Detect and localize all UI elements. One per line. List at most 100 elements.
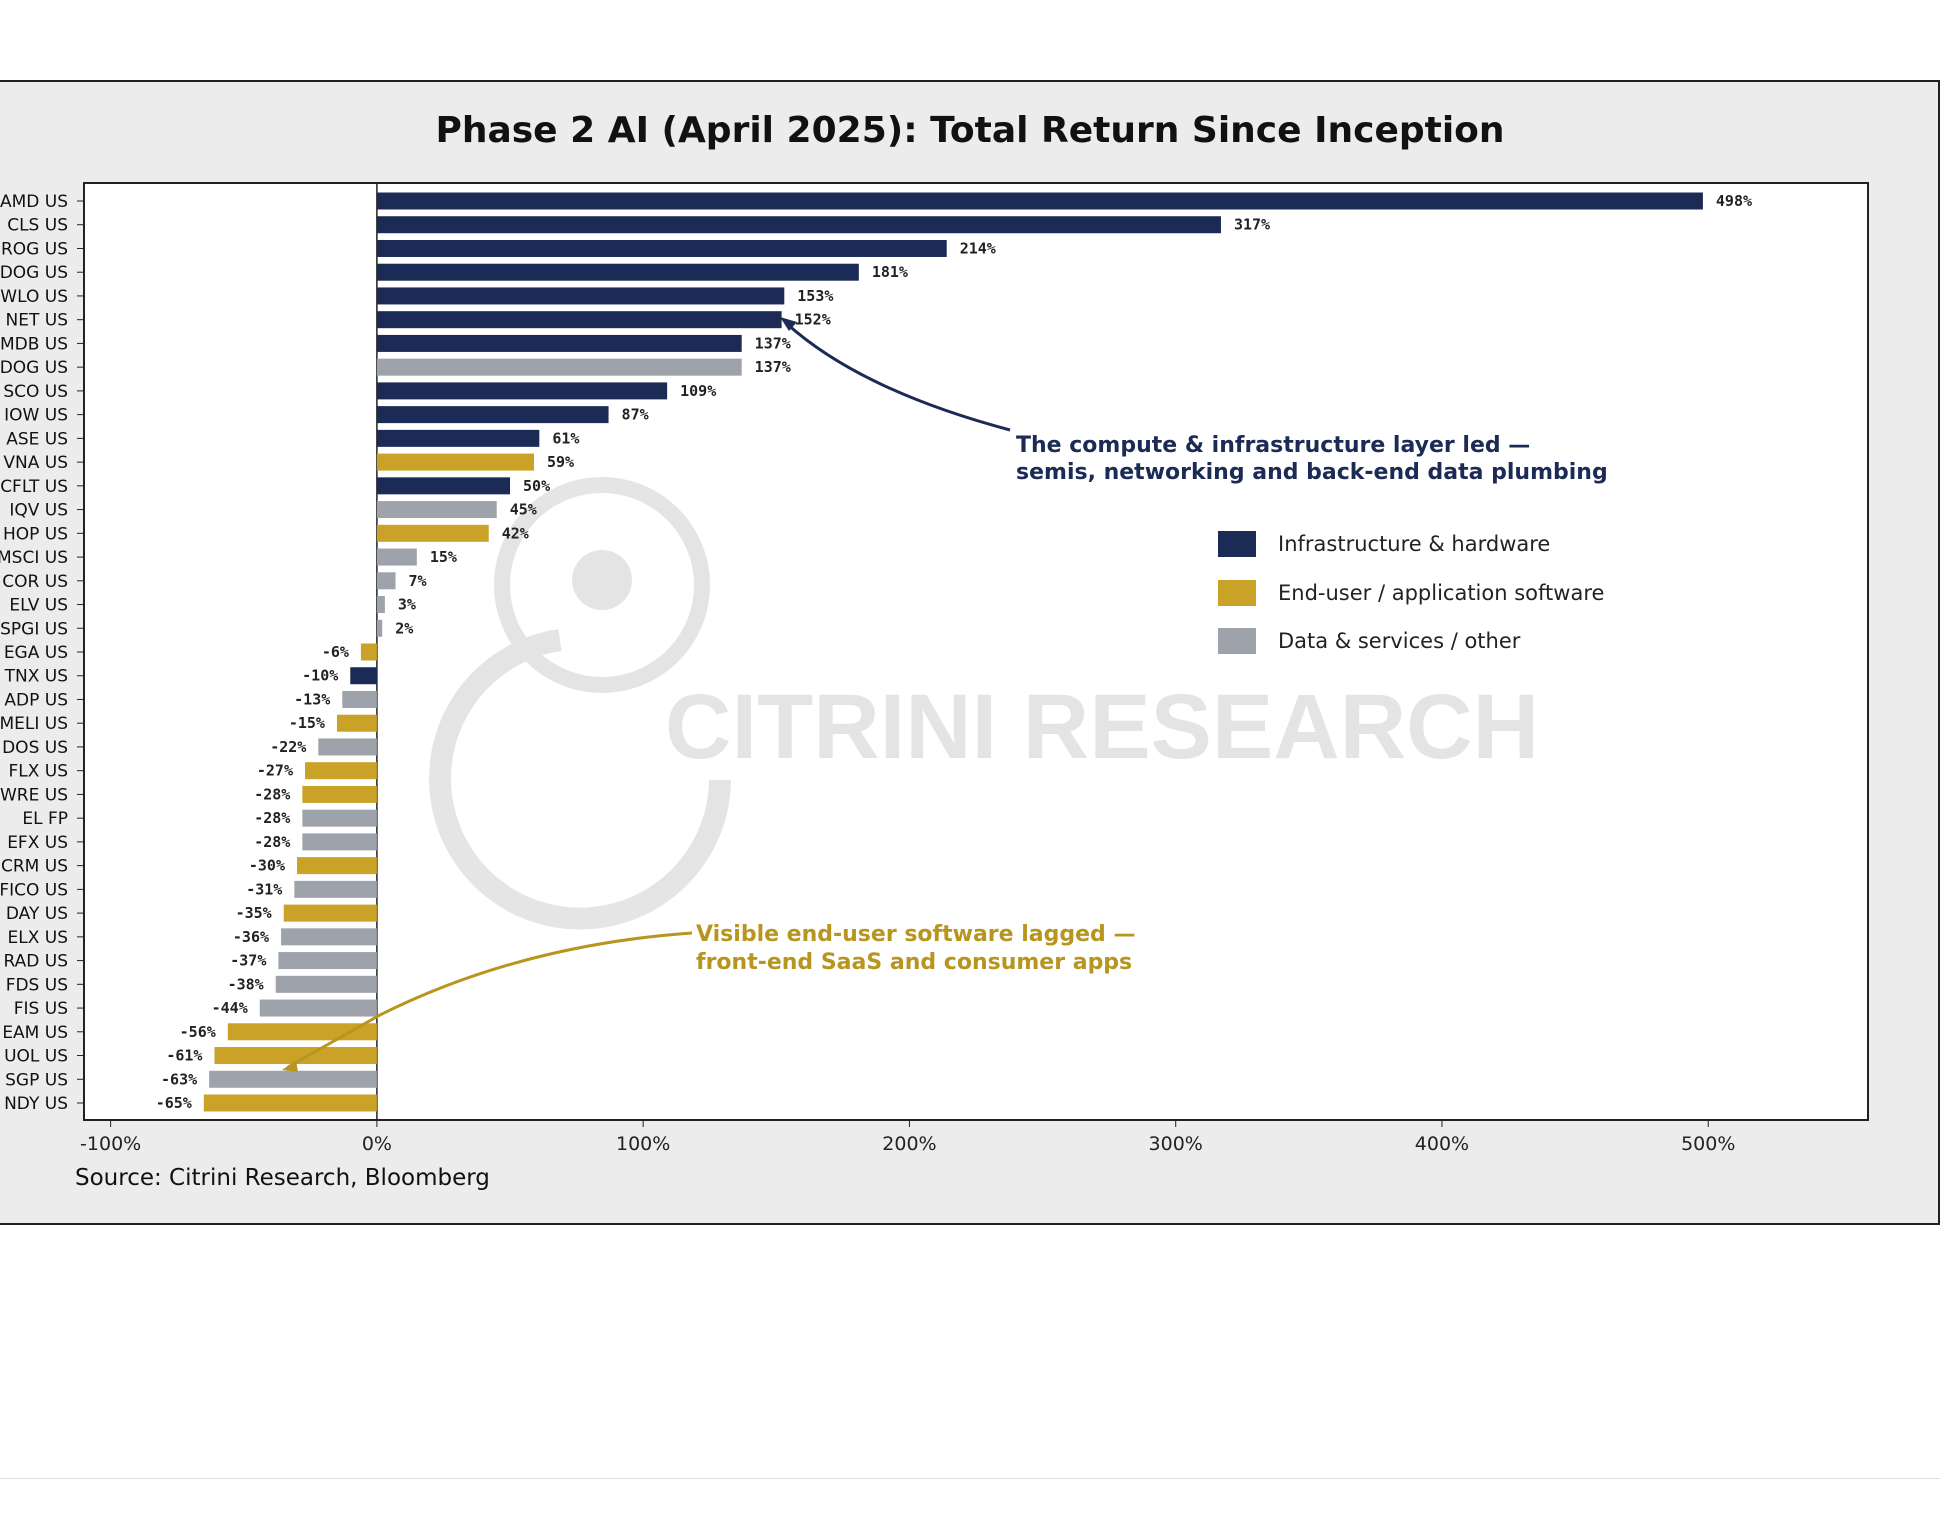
- bar: [376, 216, 1221, 234]
- category-label: FICO US: [0, 880, 68, 900]
- bar: [278, 952, 377, 970]
- bar: [376, 406, 609, 424]
- x-tick-label: 100%: [616, 1133, 670, 1155]
- category-label: VNA US: [3, 453, 68, 473]
- bar: [376, 524, 489, 542]
- data-label: -31%: [246, 880, 282, 898]
- data-label: -61%: [166, 1047, 202, 1065]
- bar: [376, 429, 540, 447]
- data-label: 152%: [795, 311, 831, 329]
- bar: [281, 928, 377, 946]
- category-label: UOL US: [4, 1047, 68, 1067]
- bar: [305, 762, 377, 780]
- category-label: MSCI US: [0, 548, 68, 568]
- x-tick-label: 0%: [362, 1133, 392, 1155]
- category-label: ELV US: [9, 596, 68, 616]
- category-label: ELX US: [8, 928, 69, 948]
- x-tick-label: 400%: [1415, 1133, 1469, 1155]
- data-label: -37%: [230, 952, 266, 970]
- bar: [259, 999, 377, 1017]
- category-label: MELI US: [0, 714, 68, 734]
- bar: [203, 1094, 377, 1112]
- legend-swatch: [1218, 628, 1256, 654]
- bar: [227, 1023, 377, 1041]
- data-label: -15%: [289, 714, 325, 732]
- annotation-text-infra: The compute & infrastructure layer led —: [1016, 433, 1530, 458]
- bar: [275, 975, 377, 993]
- data-label: 317%: [1234, 216, 1270, 234]
- data-label: 153%: [797, 287, 833, 305]
- data-label: 15%: [430, 548, 457, 566]
- data-label: 109%: [680, 382, 716, 400]
- bar: [209, 1070, 377, 1088]
- data-label: 61%: [552, 429, 579, 447]
- data-label: 137%: [755, 334, 791, 352]
- data-label: 498%: [1716, 192, 1752, 210]
- bar: [336, 714, 377, 732]
- bar: [376, 548, 417, 566]
- bar: [342, 690, 377, 708]
- category-label: COR US: [2, 572, 68, 592]
- data-label: 45%: [510, 501, 537, 519]
- data-label: -28%: [254, 809, 290, 827]
- category-label: DAY US: [6, 904, 68, 924]
- bar: [376, 596, 385, 614]
- bar: [302, 785, 377, 803]
- data-label: -10%: [302, 667, 338, 685]
- x-tick-label: 300%: [1149, 1133, 1203, 1155]
- bar: [376, 453, 534, 471]
- data-label: 137%: [755, 358, 791, 376]
- bar: [376, 192, 1703, 210]
- data-label: -63%: [161, 1070, 197, 1088]
- annotation-arrowhead-app: [282, 1060, 298, 1072]
- category-label: ADP US: [4, 690, 68, 710]
- category-label: FIS US: [14, 999, 68, 1019]
- svg-text:CITRINI RESEARCH: CITRINI RESEARCH: [665, 676, 1539, 778]
- category-label: IOW US: [4, 406, 68, 426]
- category-label: FDS US: [6, 975, 68, 995]
- bar: [376, 239, 947, 257]
- category-label: CLS US: [7, 216, 68, 236]
- data-label: 181%: [872, 263, 908, 281]
- category-label: TNX US: [4, 667, 68, 687]
- category-label: WRE US: [0, 785, 68, 805]
- chart-source: Source: Citrini Research, Bloomberg: [75, 1165, 490, 1191]
- data-label: -38%: [228, 975, 264, 993]
- category-label: AMD US: [0, 192, 68, 212]
- category-label: DOG US: [0, 263, 68, 283]
- annotation-arrowhead-infra: [780, 317, 797, 331]
- category-label: MDB US: [0, 334, 68, 354]
- bar: [376, 263, 859, 281]
- bar: [214, 1047, 377, 1065]
- bar: [376, 477, 511, 495]
- bar: [302, 833, 377, 851]
- legend-swatch: [1218, 531, 1256, 557]
- x-tick-label: 500%: [1681, 1133, 1735, 1155]
- data-label: -35%: [236, 904, 272, 922]
- data-label: 7%: [409, 572, 427, 590]
- legend-label: Infrastructure & hardware: [1278, 532, 1550, 556]
- bar: [376, 382, 668, 400]
- data-label: -65%: [156, 1094, 192, 1112]
- data-label: -27%: [257, 762, 293, 780]
- category-label: DOG US: [0, 358, 68, 378]
- legend-label: Data & services / other: [1278, 629, 1521, 653]
- category-label: IQV US: [9, 501, 68, 521]
- data-label: 42%: [502, 524, 529, 542]
- category-label: DOS US: [2, 738, 68, 758]
- data-label: 87%: [622, 406, 649, 424]
- bar: [376, 287, 785, 305]
- category-label: ASE US: [6, 429, 68, 449]
- data-label: 59%: [547, 453, 574, 471]
- bar: [294, 880, 377, 898]
- category-label: CFLT US: [0, 477, 68, 497]
- annotation-text-app: front-end SaaS and consumer apps: [696, 950, 1132, 975]
- category-label: WLO US: [0, 287, 68, 307]
- data-label: 50%: [523, 477, 550, 495]
- annotation-arrow-app: [287, 931, 693, 1069]
- category-label: EFX US: [7, 833, 68, 853]
- category-label: FLX US: [8, 762, 68, 782]
- data-label: -22%: [270, 738, 306, 756]
- chart-title: Phase 2 AI (April 2025): Total Return Si…: [435, 110, 1505, 151]
